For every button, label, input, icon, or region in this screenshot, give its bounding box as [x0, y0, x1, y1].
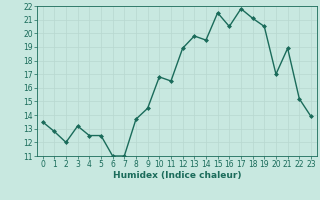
X-axis label: Humidex (Indice chaleur): Humidex (Indice chaleur) [113, 171, 241, 180]
